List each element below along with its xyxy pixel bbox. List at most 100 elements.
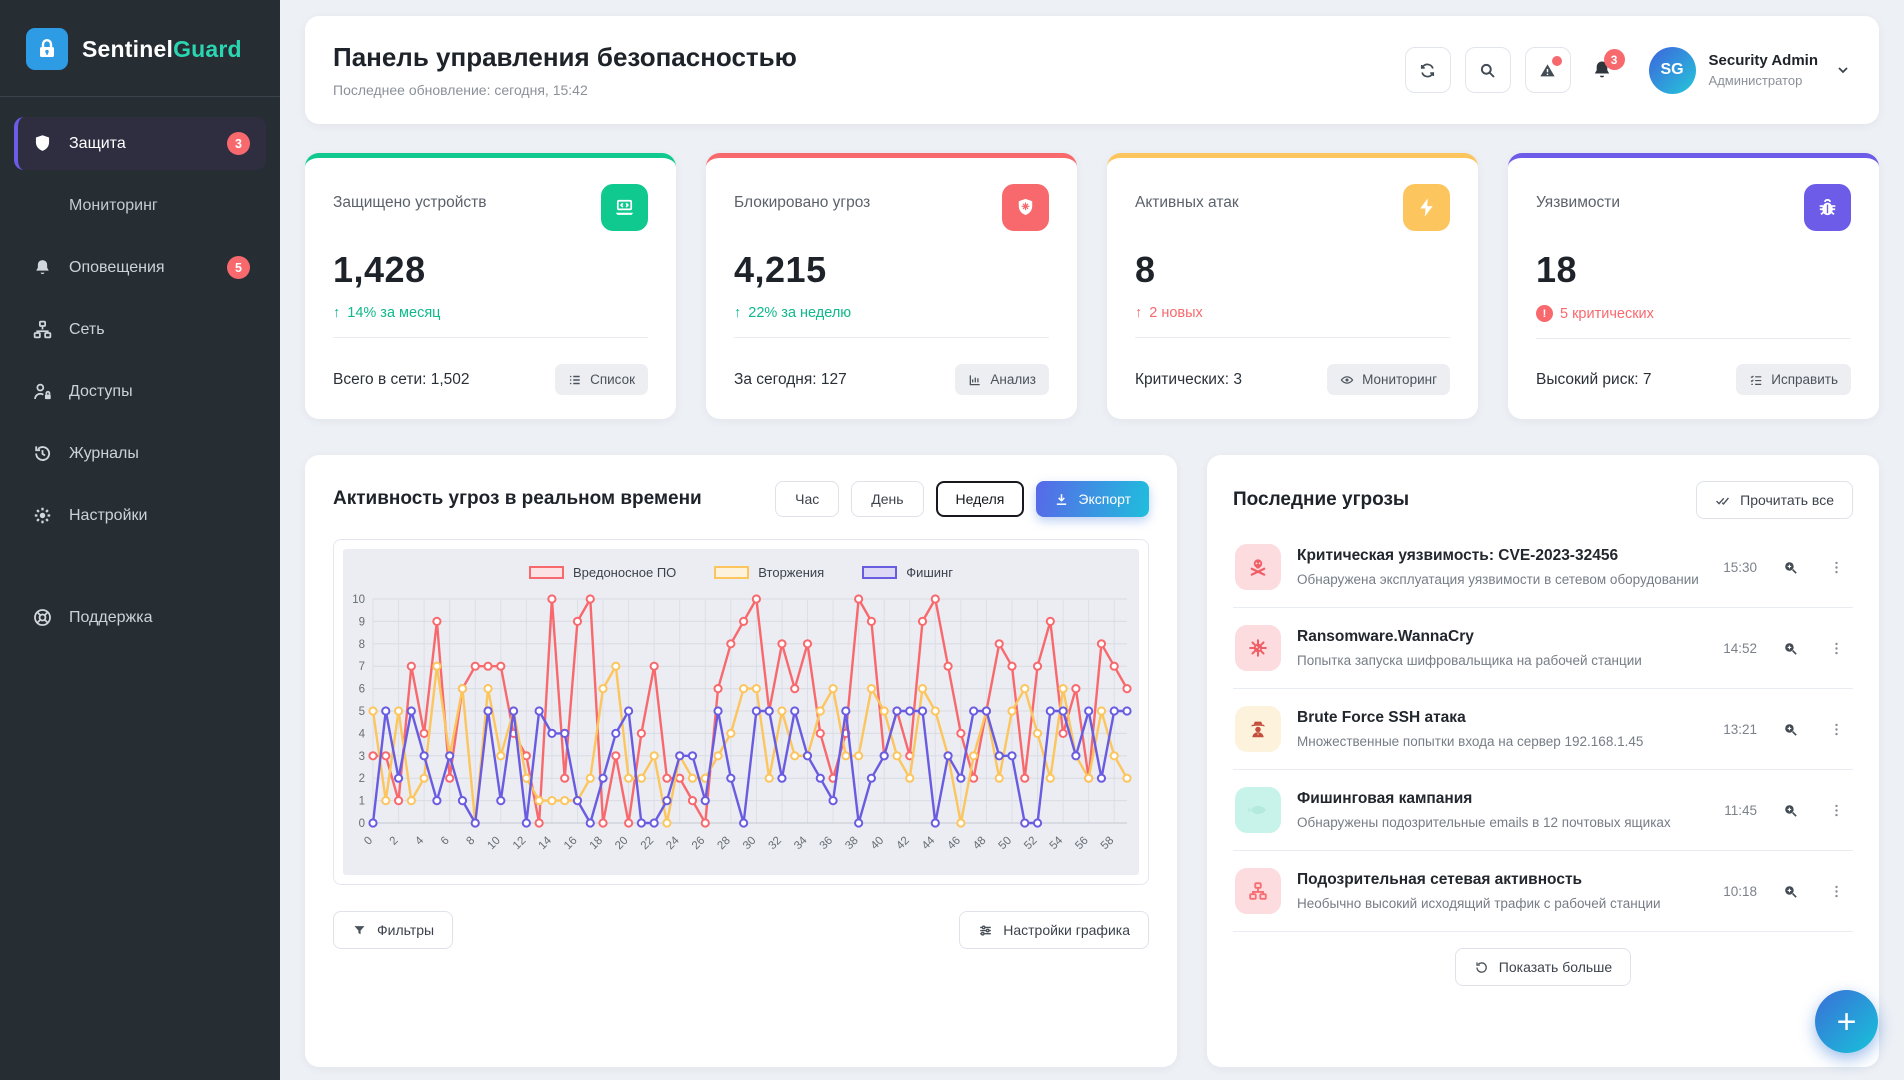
svg-text:22: 22: [639, 835, 657, 853]
threat-desc: Необычно высокий исходящий трафик с рабо…: [1297, 896, 1661, 911]
legend-item-malware[interactable]: Вредоносное ПО: [529, 565, 676, 580]
range-day-button[interactable]: День: [851, 481, 924, 517]
svg-text:0: 0: [362, 835, 375, 848]
warning-triangle-icon: [1538, 61, 1557, 80]
row-menu-button[interactable]: [1821, 633, 1851, 663]
list-button[interactable]: Список: [555, 364, 648, 395]
search-plus-icon: [1782, 883, 1799, 900]
warnings-button[interactable]: [1524, 47, 1571, 93]
notifications-button[interactable]: 3: [1585, 47, 1625, 93]
inspect-button[interactable]: [1775, 795, 1805, 825]
sidebar-item-logs[interactable]: Журналы: [14, 427, 266, 480]
threat-row-ransomware[interactable]: Ransomware.WannaCry Попытка запуска шифр…: [1233, 608, 1853, 689]
recent-threats-card: Последние угрозы Прочитать все Критическ…: [1207, 455, 1879, 1067]
search-plus-icon: [1782, 640, 1799, 657]
svg-text:9: 9: [359, 616, 365, 628]
stat-value: 18: [1536, 249, 1578, 290]
filters-button[interactable]: Фильтры: [333, 911, 454, 949]
stat-card-blocked-threats: Блокировано угроз 4,215 ↑ 22% за неделю З…: [706, 153, 1077, 419]
threat-desc: Множественные попытки входа на сервер 19…: [1297, 734, 1644, 749]
svg-text:0: 0: [359, 818, 365, 830]
sidebar-item-settings[interactable]: Настройки: [14, 489, 266, 542]
sidebar-item-alerts[interactable]: Оповещения 5: [14, 241, 266, 294]
threat-row-phishing[interactable]: Фишинговая кампания Обнаружены подозрите…: [1233, 770, 1853, 851]
row-menu-button[interactable]: [1821, 876, 1851, 906]
svg-text:4: 4: [359, 728, 366, 740]
lock-icon: [26, 28, 68, 70]
range-week-button[interactable]: Неделя: [935, 481, 1025, 517]
threat-row-cve[interactable]: Критическая уязвимость: CVE-2023-32456 О…: [1233, 527, 1853, 608]
threat-row-bruteforce[interactable]: Brute Force SSH атака Множественные попы…: [1233, 689, 1853, 770]
threat-desc: Обнаружена эксплуатация уязвимости в сет…: [1297, 572, 1699, 587]
stat-card-active-attacks: Активных атак 8 ↑ 2 новых Критических: 3 …: [1107, 153, 1478, 419]
user-name: Security Admin: [1708, 52, 1818, 69]
row-menu-button[interactable]: [1821, 795, 1851, 825]
monitoring-button[interactable]: Мониторинг: [1327, 364, 1450, 395]
life-ring-icon: [32, 607, 53, 628]
threat-row-network-activity[interactable]: Подозрительная сетевая активность Необыч…: [1233, 851, 1853, 932]
refresh-icon: [1418, 61, 1437, 80]
sidebar-item-access[interactable]: Доступы: [14, 365, 266, 418]
sidebar-item-label: Поддержка: [69, 608, 153, 626]
sidebar-item-support[interactable]: Поддержка: [14, 591, 266, 644]
svg-text:2: 2: [359, 773, 365, 785]
export-button[interactable]: Экспорт: [1036, 481, 1149, 517]
sidebar-item-label: Журналы: [69, 444, 139, 462]
sidebar-menu: Защита 3 Мониторинг Оповещения 5 Сеть До…: [0, 117, 280, 644]
svg-text:8: 8: [359, 639, 365, 651]
legend-item-phishing[interactable]: Фишинг: [862, 565, 953, 580]
eye-icon: [1340, 373, 1354, 387]
refresh-button[interactable]: [1404, 47, 1451, 93]
network-icon: [1235, 868, 1281, 914]
svg-text:48: 48: [971, 835, 989, 853]
inspect-button[interactable]: [1775, 714, 1805, 744]
sidebar-item-monitoring[interactable]: Мониторинг: [14, 179, 266, 232]
ellipsis-v-icon: [1828, 802, 1845, 819]
threat-time: 14:52: [1723, 640, 1757, 656]
stat-footer-text: Всего в сети: 1,502: [333, 370, 470, 388]
alerts-badge: 5: [227, 256, 250, 279]
svg-text:26: 26: [690, 835, 708, 853]
inspect-button[interactable]: [1775, 876, 1805, 906]
show-more-button[interactable]: Показать больше: [1454, 948, 1632, 986]
chart-icon: [968, 373, 982, 387]
inspect-button[interactable]: [1775, 552, 1805, 582]
chart-settings-button[interactable]: Настройки графика: [959, 911, 1149, 949]
svg-text:8: 8: [464, 835, 477, 848]
inspect-button[interactable]: [1775, 633, 1805, 663]
legend-swatch: [714, 565, 750, 579]
brand-logo[interactable]: SentinelGuard: [0, 0, 280, 96]
svg-text:12: 12: [511, 835, 529, 853]
svg-text:38: 38: [843, 835, 861, 853]
svg-text:20: 20: [613, 835, 631, 853]
search-button[interactable]: [1464, 47, 1511, 93]
legend-item-intrusions[interactable]: Вторжения: [714, 565, 824, 580]
sidebar-item-label: Доступы: [69, 382, 133, 400]
sidebar-item-protection[interactable]: Защита 3: [14, 117, 266, 170]
svg-text:10: 10: [352, 594, 365, 606]
stat-footer-text: Критических: 3: [1135, 370, 1242, 388]
ellipsis-v-icon: [1828, 559, 1845, 576]
header-actions: 3 SG Security Admin Администратор: [1404, 46, 1851, 94]
fix-button[interactable]: Исправить: [1736, 364, 1851, 395]
threat-texts: Фишинговая кампания Обнаружены подозрите…: [1297, 790, 1708, 830]
search-plus-icon: [1782, 559, 1799, 576]
read-all-button[interactable]: Прочитать все: [1696, 481, 1853, 519]
row-menu-button[interactable]: [1821, 552, 1851, 582]
range-hour-button[interactable]: Час: [775, 481, 840, 517]
sidebar-item-network[interactable]: Сеть: [14, 303, 266, 356]
row-menu-button[interactable]: [1821, 714, 1851, 744]
threat-title: Ransomware.WannaCry: [1297, 628, 1474, 645]
notifications-count-badge: 3: [1603, 49, 1625, 70]
user-menu[interactable]: SG Security Admin Администратор: [1648, 46, 1851, 94]
svg-text:4: 4: [413, 834, 426, 847]
search-icon: [1478, 61, 1497, 80]
add-button[interactable]: +: [1815, 990, 1878, 1053]
analysis-button[interactable]: Анализ: [955, 364, 1049, 395]
network-icon: [32, 319, 53, 340]
threat-time: 10:18: [1723, 883, 1757, 899]
tasks-icon: [1749, 373, 1763, 387]
exclamation-circle-icon: !: [1536, 305, 1553, 322]
svg-text:7: 7: [359, 661, 365, 673]
